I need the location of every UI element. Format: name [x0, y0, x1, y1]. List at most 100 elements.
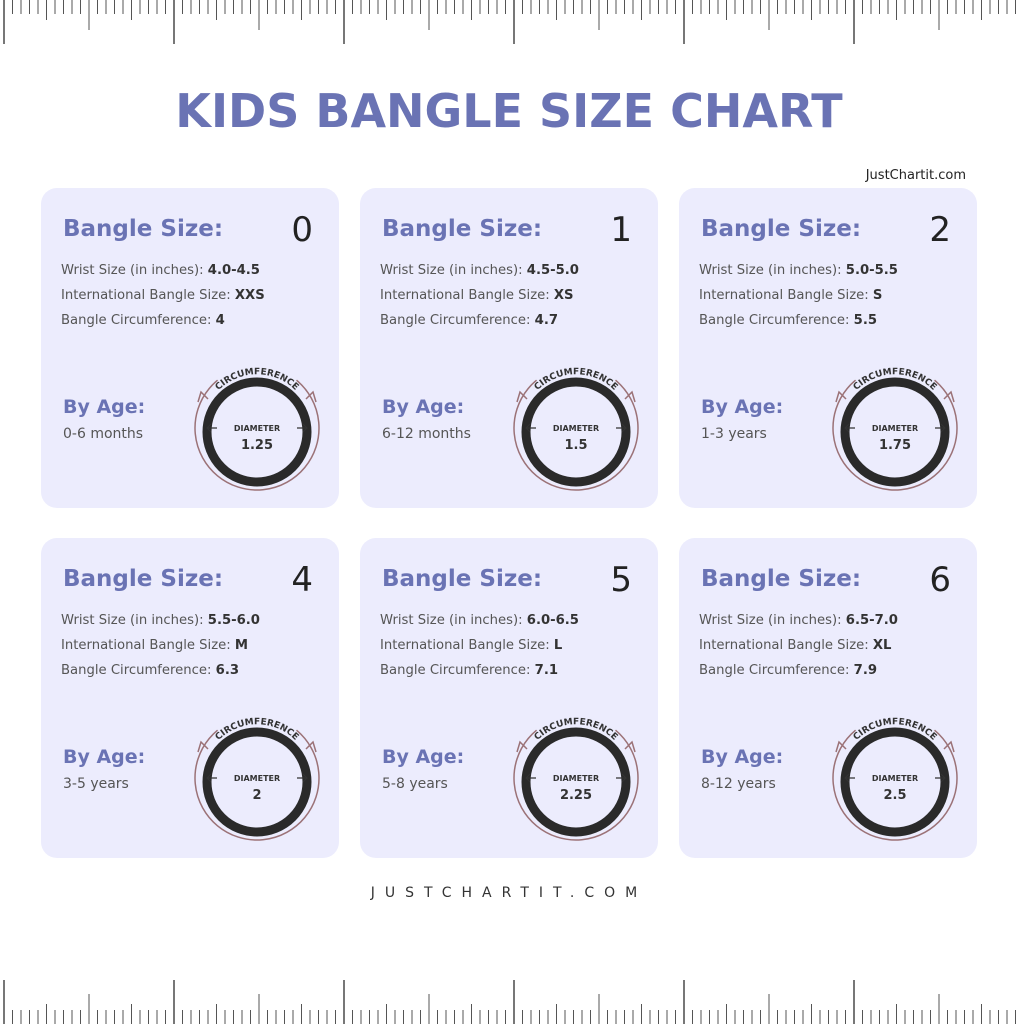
circumference-value: 5.5 — [853, 313, 878, 328]
by-age-label: By Age: — [382, 746, 465, 768]
international-size-value: M — [234, 638, 249, 653]
wrist-size-line: Wrist Size (in inches): 5.0-5.5 — [699, 258, 969, 283]
bangle-size-value: 4 — [291, 560, 313, 600]
diameter-value: 1.75 — [879, 438, 911, 453]
diameter-arrow-left-icon — [525, 773, 536, 783]
arc-arrow-left-icon — [197, 390, 209, 403]
by-age-label: By Age: — [701, 746, 784, 768]
bangle-ring-icon: CIRCUMFERENCE DIAMETER 2.5 — [832, 715, 958, 841]
circumference-line: Bangle Circumference: 4 — [61, 308, 331, 333]
bangle-ring — [521, 727, 631, 837]
arc-arrow-right-icon — [943, 740, 955, 753]
diameter-arrow-left-icon — [844, 773, 855, 783]
arc-arrow-left-icon — [197, 740, 209, 753]
circumference-arc-icon — [194, 365, 320, 491]
diameter-label: DIAMETER — [553, 774, 599, 783]
size-card: Bangle Size: 6 Wrist Size (in inches): 6… — [679, 538, 977, 858]
size-details: Wrist Size (in inches): 4.5-5.0 Internat… — [380, 258, 650, 333]
by-age-label: By Age: — [701, 396, 784, 418]
arc-arrow-right-icon — [305, 740, 317, 753]
diameter-value: 2.25 — [560, 788, 592, 803]
diameter-label: DIAMETER — [872, 424, 918, 433]
circumference-label: Bangle Circumference: — [380, 313, 535, 328]
international-size-label: International Bangle Size: — [699, 638, 873, 653]
international-size-label: International Bangle Size: — [699, 288, 873, 303]
international-size-line: International Bangle Size: M — [61, 633, 331, 658]
age-range-value: 1-3 years — [701, 426, 767, 442]
bangle-ring — [521, 377, 631, 487]
size-details: Wrist Size (in inches): 6.0-6.5 Internat… — [380, 608, 650, 683]
circumference-value: 6.3 — [215, 663, 240, 678]
arc-arrow-left-icon — [835, 390, 847, 403]
international-size-line: International Bangle Size: S — [699, 283, 969, 308]
wrist-size-line: Wrist Size (in inches): 4.5-5.0 — [380, 258, 650, 283]
brand-watermark: JustChartit.com — [865, 168, 966, 183]
by-age-label: By Age: — [63, 396, 146, 418]
ruler-bottom — [3, 980, 1016, 1024]
diameter-arrow-right-icon — [616, 423, 627, 433]
bangle-ring — [840, 727, 950, 837]
wrist-size-value: 4.0-4.5 — [207, 263, 260, 278]
wrist-size-line: Wrist Size (in inches): 5.5-6.0 — [61, 608, 331, 633]
size-card: Bangle Size: 5 Wrist Size (in inches): 6… — [360, 538, 658, 858]
size-details: Wrist Size (in inches): 5.0-5.5 Internat… — [699, 258, 969, 333]
wrist-size-label: Wrist Size (in inches): — [61, 263, 208, 278]
circumference-label: Bangle Circumference: — [61, 663, 216, 678]
wrist-size-value: 6.5-7.0 — [845, 613, 898, 628]
bangle-ring-icon: CIRCUMFERENCE DIAMETER 1.75 — [832, 365, 958, 491]
size-card: Bangle Size: 1 Wrist Size (in inches): 4… — [360, 188, 658, 508]
size-details: Wrist Size (in inches): 6.5-7.0 Internat… — [699, 608, 969, 683]
bangle-size-value: 2 — [929, 210, 951, 250]
bangle-size-label: Bangle Size: — [63, 566, 224, 592]
bangle-size-label: Bangle Size: — [63, 216, 224, 242]
bangle-ring-icon: CIRCUMFERENCE DIAMETER 1.5 — [513, 365, 639, 491]
age-range-value: 5-8 years — [382, 776, 448, 792]
circumference-value: 4.7 — [534, 313, 559, 328]
circumference-line: Bangle Circumference: 4.7 — [380, 308, 650, 333]
circumference-line: Bangle Circumference: 7.1 — [380, 658, 650, 683]
circumference-line: Bangle Circumference: 5.5 — [699, 308, 969, 333]
arc-arrow-right-icon — [624, 390, 636, 403]
page-title: KIDS BANGLE SIZE CHART — [175, 84, 843, 138]
diameter-label: DIAMETER — [553, 424, 599, 433]
diameter-arrow-right-icon — [616, 773, 627, 783]
wrist-size-label: Wrist Size (in inches): — [699, 263, 846, 278]
bangle-ring — [202, 377, 312, 487]
wrist-size-line: Wrist Size (in inches): 6.5-7.0 — [699, 608, 969, 633]
circumference-label: Bangle Circumference: — [699, 663, 854, 678]
diameter-arrow-left-icon — [206, 423, 217, 433]
ruler-top — [3, 0, 1016, 44]
diameter-arrow-left-icon — [206, 773, 217, 783]
diameter-label: DIAMETER — [872, 774, 918, 783]
bangle-size-label: Bangle Size: — [382, 216, 543, 242]
wrist-size-value: 4.5-5.0 — [526, 263, 579, 278]
international-size-value: XL — [872, 638, 892, 653]
international-size-value: XS — [553, 288, 574, 303]
international-size-line: International Bangle Size: XS — [380, 283, 650, 308]
international-size-line: International Bangle Size: L — [380, 633, 650, 658]
wrist-size-line: Wrist Size (in inches): 4.0-4.5 — [61, 258, 331, 283]
wrist-size-label: Wrist Size (in inches): — [699, 613, 846, 628]
bangle-size-value: 1 — [610, 210, 632, 250]
diameter-arrow-left-icon — [525, 423, 536, 433]
age-range-value: 3-5 years — [63, 776, 129, 792]
diameter-label: DIAMETER — [234, 424, 280, 433]
age-range-value: 8-12 years — [701, 776, 776, 792]
arc-arrow-right-icon — [624, 740, 636, 753]
bangle-size-value: 0 — [291, 210, 313, 250]
bangle-size-value: 5 — [610, 560, 632, 600]
international-size-line: International Bangle Size: XXS — [61, 283, 331, 308]
arc-arrow-left-icon — [516, 390, 528, 403]
circumference-value: 7.1 — [534, 663, 559, 678]
circumference-value: 4 — [215, 313, 225, 328]
size-card: Bangle Size: 4 Wrist Size (in inches): 5… — [41, 538, 339, 858]
arc-arrow-left-icon — [835, 740, 847, 753]
bangle-size-label: Bangle Size: — [382, 566, 543, 592]
size-card: Bangle Size: 2 Wrist Size (in inches): 5… — [679, 188, 977, 508]
international-size-value: S — [872, 288, 883, 303]
footer-brand: JUSTCHARTIT.COM — [370, 885, 648, 901]
international-size-label: International Bangle Size: — [380, 638, 554, 653]
wrist-size-value: 5.5-6.0 — [207, 613, 260, 628]
international-size-label: International Bangle Size: — [61, 638, 235, 653]
size-card: Bangle Size: 0 Wrist Size (in inches): 4… — [41, 188, 339, 508]
